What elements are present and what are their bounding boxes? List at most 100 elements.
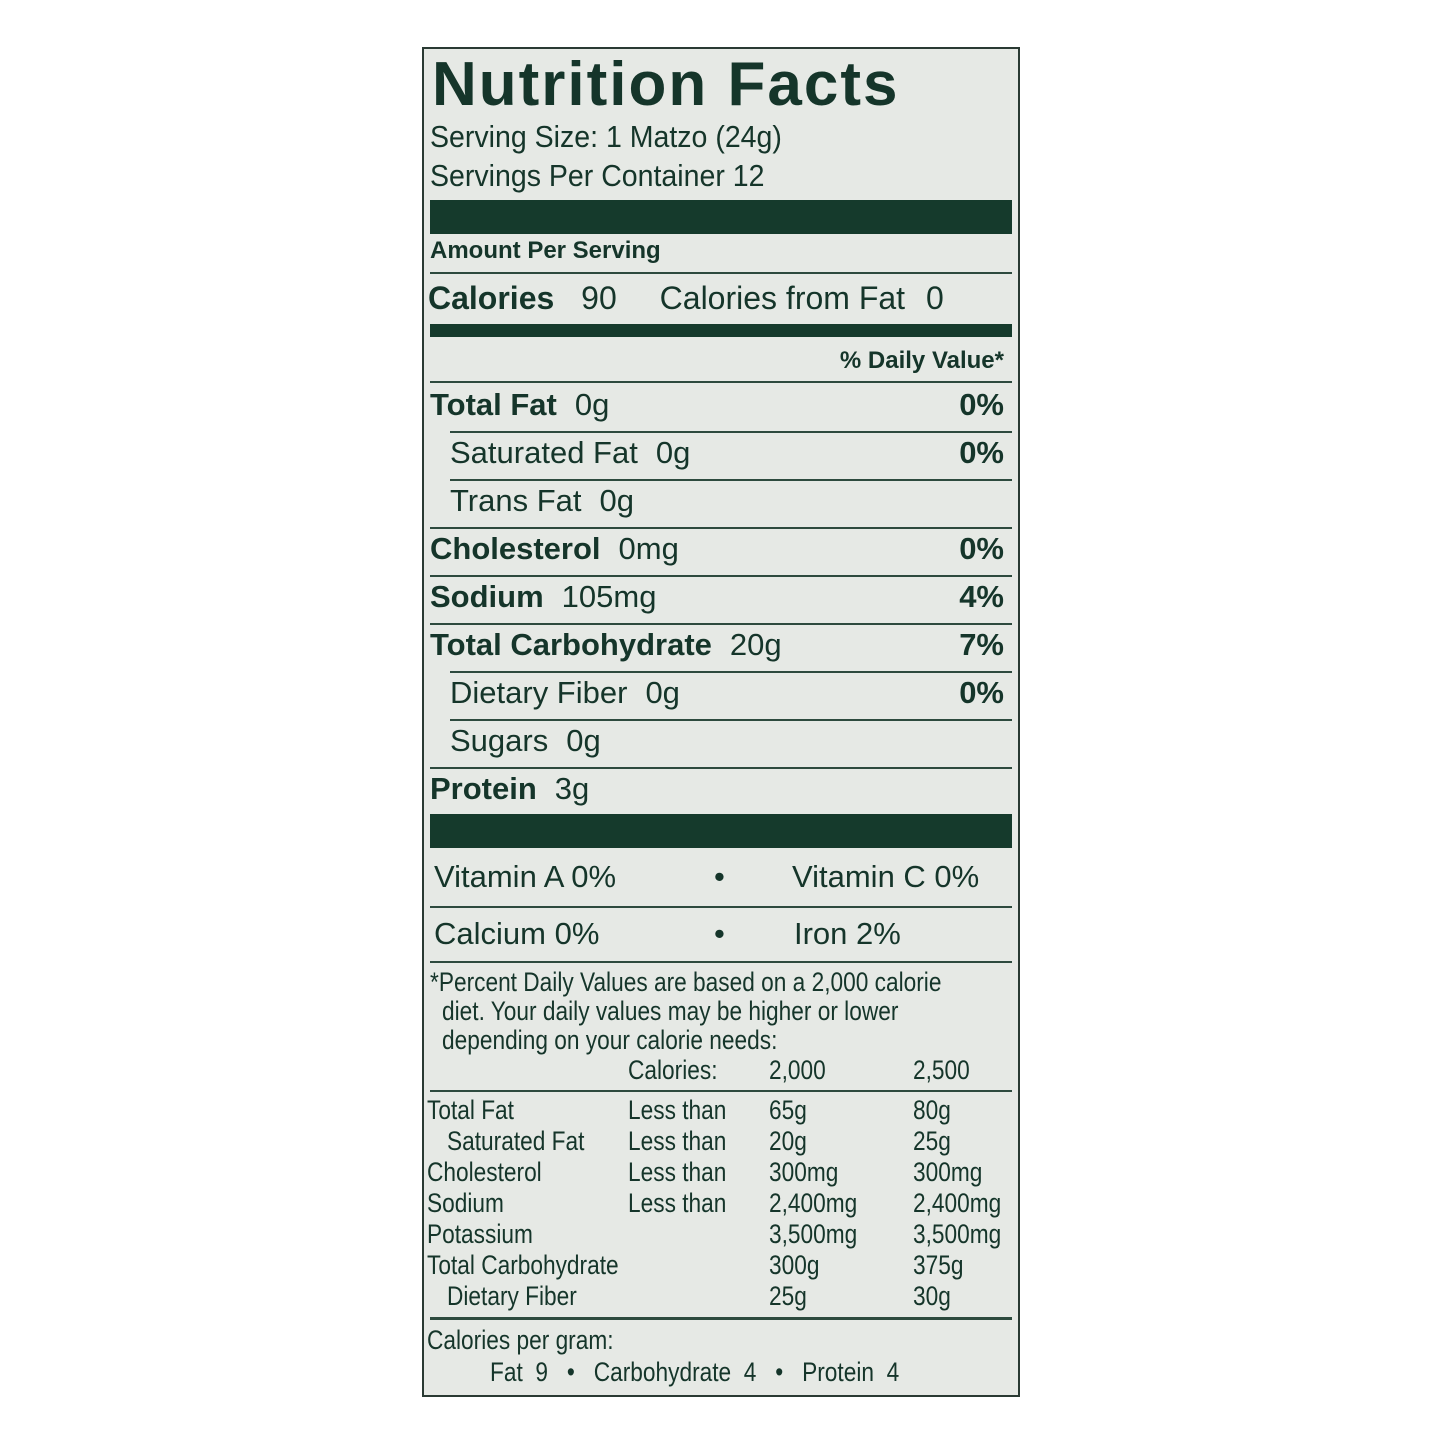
nutrition-facts-label: Nutrition Facts Serving Size: 1 Matzo (2… (422, 47, 1020, 1397)
nutrient-name: Sodium (430, 579, 544, 614)
reference-cell-text: 3,500mg (769, 1219, 858, 1249)
reference-cell-text: Cholesterol (427, 1157, 542, 1187)
reference-cell: 3,500mg (913, 1221, 1018, 1248)
reference-cell: Less than (628, 1097, 745, 1124)
reference-cell: Less than (628, 1190, 745, 1217)
thick-divider (430, 200, 1012, 234)
bullet-icon: • (714, 859, 725, 894)
nutrient-name: Protein (430, 771, 537, 806)
calories-per-gram-values: Fat 9 • Carbohydrate 4 • Protein 4 (490, 1359, 977, 1386)
calories-from-fat-value: 0 (925, 280, 944, 316)
reference-cell-text: 300mg (913, 1157, 983, 1187)
nutrient-amount: 0mg (618, 531, 679, 566)
reference-cell-text: 30g (913, 1281, 951, 1311)
nutrient-row: Saturated Fat 0g (450, 437, 690, 468)
servings-per-container-text: Servings Per Container 12 (430, 158, 765, 193)
reference-cell-text: Total Carbohydrate (427, 1250, 619, 1280)
divider (430, 527, 1012, 529)
nutrient-row: Sodium 105mg (430, 581, 656, 612)
nutrient-amount: 3g (554, 771, 590, 806)
reference-cell-text: 300g (769, 1250, 820, 1280)
reference-cell: 2,400mg (769, 1190, 874, 1217)
ref-header-2000: 2,000 (769, 1057, 837, 1084)
reference-cell-text: 20g (769, 1126, 807, 1156)
nutrient-daily-value: 0% (959, 435, 1004, 470)
footnote-line: *Percent Daily Values are based on a 2,0… (430, 969, 1039, 996)
reference-cell-text: Less than (628, 1188, 727, 1218)
nutrient-row: Total Carbohydrate 20g (430, 629, 782, 660)
ref-header-2500: 2,500 (913, 1057, 981, 1084)
divider (430, 906, 1012, 908)
reference-cell: Potassium (427, 1221, 553, 1248)
reference-cell-text: Dietary Fiber (447, 1281, 577, 1311)
vitamin-row-right: Vitamin C 0% (792, 859, 980, 894)
reference-cell: Saturated Fat (447, 1128, 611, 1155)
divider (430, 575, 1012, 577)
reference-cell-text: 3,500mg (913, 1219, 1002, 1249)
vitamin-row-left: Vitamin A 0% (434, 859, 617, 894)
amount-per-serving: Amount Per Serving (430, 237, 661, 264)
reference-cell: 80g (913, 1097, 958, 1124)
divider (450, 479, 1012, 481)
reference-cell: 300mg (913, 1159, 996, 1186)
reference-cell-text: 80g (913, 1095, 951, 1125)
footnote-line: diet. Your daily values may be higher or… (442, 998, 985, 1025)
footnote-text: *Percent Daily Values are based on a 2,0… (430, 967, 942, 997)
reference-cell: Cholesterol (427, 1159, 564, 1186)
reference-cell-text: Less than (628, 1095, 727, 1125)
nutrient-amount: 0g (566, 723, 601, 758)
nutrient-name: Saturated Fat (450, 435, 638, 470)
mineral-row-left: Calcium 0% (434, 916, 600, 951)
divider (430, 961, 1012, 963)
footnote-text: depending on your calorie needs: (442, 1025, 778, 1055)
divider (430, 1317, 1012, 1320)
serving-size-text: Serving Size: 1 Matzo (24g) (430, 119, 782, 154)
reference-cell-text: 25g (769, 1281, 807, 1311)
nutrient-name: Sugars (450, 723, 549, 758)
calories-from-fat-label: Calories from Fat (659, 280, 906, 316)
reference-cell-text: Total Fat (427, 1095, 514, 1125)
reference-cell: 25g (913, 1128, 958, 1155)
reference-cell: 30g (913, 1283, 958, 1310)
nutrient-amount: 0g (645, 675, 680, 710)
nutrient-amount: 20g (729, 627, 782, 662)
reference-cell-text: 2,400mg (913, 1188, 1002, 1218)
divider (450, 719, 1012, 721)
divider (430, 623, 1012, 625)
mineral-row-right: Iron 2% (794, 916, 901, 951)
nutrient-row: Cholesterol 0mg (430, 533, 679, 564)
reference-cell: Less than (628, 1159, 745, 1186)
divider (430, 1090, 1012, 1092)
reference-cell: 3,500mg (769, 1221, 874, 1248)
reference-cell-text: Potassium (427, 1219, 533, 1249)
reference-cell: Total Fat (427, 1097, 531, 1124)
nutrient-amount: 0g (599, 483, 634, 518)
reference-cell: 2,400mg (913, 1190, 1018, 1217)
nutrient-daily-value: 7% (959, 627, 1004, 662)
nutrient-row: Sugars 0g (450, 725, 601, 756)
reference-cell: Sodium (427, 1190, 519, 1217)
reference-cell-text: Sodium (427, 1188, 504, 1218)
calories-per-gram-label: Calories per gram: (427, 1327, 649, 1354)
thick-divider (430, 814, 1012, 848)
nutrient-amount: 0g (574, 387, 610, 422)
servings-per-container: Servings Per Container 12 (430, 160, 794, 191)
reference-cell-text: 65g (769, 1095, 807, 1125)
calories-value: 90 (581, 280, 617, 316)
nutrient-daily-value: 0% (959, 387, 1004, 422)
nutrient-amount: 105mg (561, 579, 657, 614)
nutrient-row: Protein 3g (430, 773, 589, 804)
nutrient-row: Trans Fat 0g (450, 485, 634, 516)
divider (450, 671, 1012, 673)
ref-header-text: Calories: (628, 1055, 718, 1085)
divider (430, 381, 1012, 383)
reference-cell-text: Less than (628, 1126, 727, 1156)
nutrient-daily-value: 4% (959, 579, 1004, 614)
nutrient-amount: 0g (655, 435, 691, 470)
reference-cell: 20g (769, 1128, 814, 1155)
nutrient-name: Total Fat (430, 387, 557, 422)
footnote-text: diet. Your daily values may be higher or… (442, 996, 899, 1026)
footnote-line: depending on your calorie needs: (442, 1027, 841, 1054)
medium-divider (430, 324, 1012, 337)
reference-cell: Dietary Fiber (447, 1283, 602, 1310)
